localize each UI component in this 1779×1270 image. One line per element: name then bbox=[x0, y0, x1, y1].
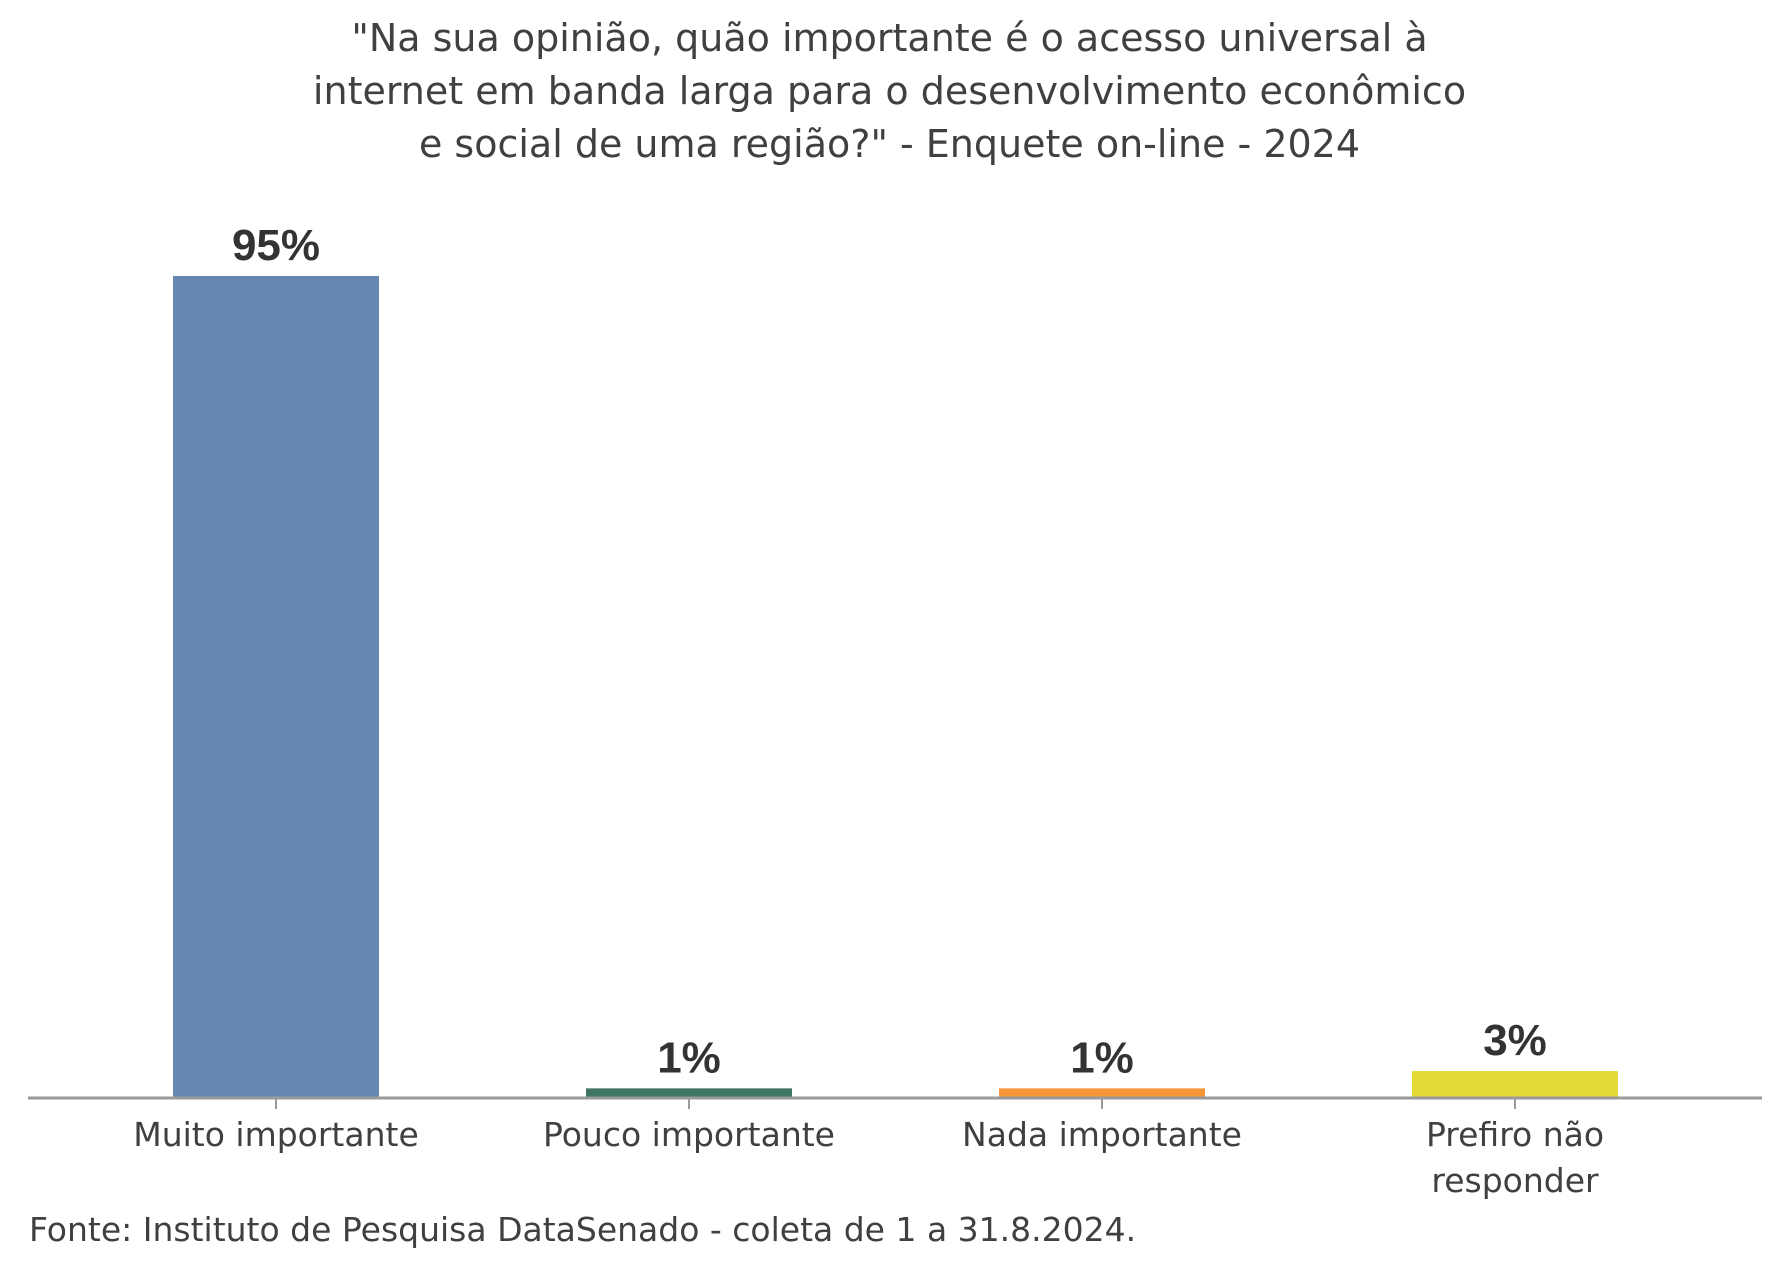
x-tick-label: responder bbox=[1431, 1161, 1599, 1200]
chart-title: "Na sua opinião, quão importante é o ace… bbox=[0, 12, 1779, 171]
bar bbox=[1412, 1071, 1618, 1097]
x-tick-label: Pouco importante bbox=[543, 1115, 835, 1154]
x-tick-label: Muito importante bbox=[133, 1115, 419, 1154]
chart-title-line: internet em banda larga para o desenvolv… bbox=[312, 69, 1467, 113]
source-note: Fonte: Instituto de Pesquisa DataSenado … bbox=[29, 1210, 1137, 1249]
bar bbox=[173, 276, 379, 1097]
data-label: 1% bbox=[657, 1033, 721, 1082]
data-label: 95% bbox=[232, 221, 320, 270]
x-tick-label: Prefiro não bbox=[1426, 1115, 1604, 1154]
bar bbox=[999, 1088, 1205, 1097]
bar bbox=[586, 1088, 792, 1097]
data-label: 3% bbox=[1483, 1016, 1547, 1065]
chart-title-line: e social de uma região?" - Enquete on-li… bbox=[418, 122, 1361, 166]
data-label: 1% bbox=[1070, 1033, 1134, 1082]
x-tick-label: Nada importante bbox=[962, 1115, 1242, 1154]
chart-title-line: "Na sua opinião, quão importante é o ace… bbox=[351, 16, 1428, 60]
